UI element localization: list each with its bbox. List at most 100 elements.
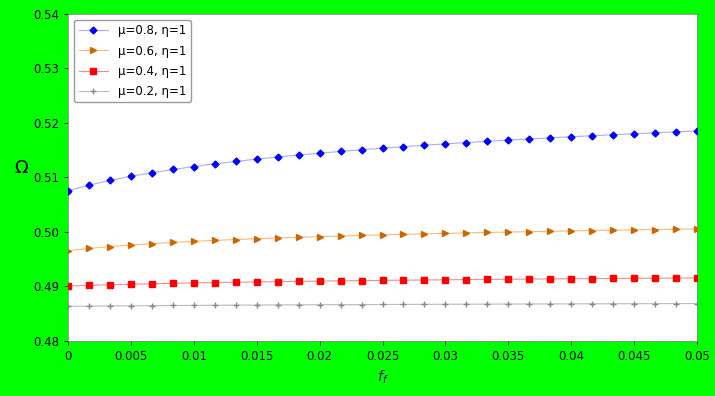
μ=0.4, η=1: [295, 279, 303, 284]
μ=0.6, η=1: [525, 229, 533, 234]
μ=0.6, η=1: [420, 232, 429, 236]
μ=0.2, η=1: [232, 303, 240, 308]
μ=0.8, η=1: [64, 188, 72, 193]
μ=0.6, η=1: [273, 236, 282, 240]
μ=0.8, η=1: [672, 129, 681, 134]
μ=0.8, η=1: [169, 167, 177, 172]
μ=0.2, η=1: [295, 303, 303, 307]
μ=0.6, η=1: [399, 232, 408, 237]
μ=0.8, η=1: [399, 144, 408, 149]
μ=0.8, η=1: [525, 137, 533, 141]
μ=0.2, η=1: [106, 304, 114, 308]
μ=0.4, η=1: [693, 276, 701, 280]
X-axis label: f$_f$: f$_f$: [377, 368, 388, 386]
μ=0.4, η=1: [567, 276, 576, 281]
μ=0.6, η=1: [378, 232, 387, 237]
μ=0.8, η=1: [693, 129, 701, 133]
μ=0.8, η=1: [315, 151, 324, 156]
μ=0.4, η=1: [106, 282, 114, 287]
μ=0.4, η=1: [462, 277, 470, 282]
μ=0.8, η=1: [630, 131, 638, 136]
μ=0.4, η=1: [358, 278, 366, 283]
μ=0.6, η=1: [546, 229, 555, 234]
μ=0.4, η=1: [651, 276, 659, 281]
μ=0.2, η=1: [358, 302, 366, 307]
μ=0.8, η=1: [358, 147, 366, 152]
μ=0.4, η=1: [252, 280, 261, 284]
μ=0.2, η=1: [504, 302, 513, 307]
μ=0.8, η=1: [441, 141, 450, 146]
μ=0.2, η=1: [399, 302, 408, 307]
μ=0.4, η=1: [147, 282, 156, 286]
μ=0.2, η=1: [252, 303, 261, 307]
Line: μ=0.4, η=1: μ=0.4, η=1: [65, 275, 700, 289]
μ=0.4, η=1: [336, 278, 345, 283]
μ=0.2, η=1: [64, 304, 72, 308]
μ=0.2, η=1: [315, 303, 324, 307]
Line: μ=0.6, η=1: μ=0.6, η=1: [64, 225, 701, 254]
μ=0.4, η=1: [609, 276, 618, 281]
μ=0.8, η=1: [609, 132, 618, 137]
μ=0.4, η=1: [546, 276, 555, 281]
μ=0.6, η=1: [672, 227, 681, 232]
μ=0.4, η=1: [525, 277, 533, 282]
μ=0.4, η=1: [127, 282, 135, 287]
Legend: μ=0.8, η=1, μ=0.6, η=1, μ=0.4, η=1, μ=0.2, η=1: μ=0.8, η=1, μ=0.6, η=1, μ=0.4, η=1, μ=0.…: [74, 20, 191, 103]
μ=0.6, η=1: [315, 234, 324, 239]
μ=0.8, η=1: [273, 154, 282, 159]
μ=0.6, η=1: [693, 227, 701, 231]
μ=0.4, η=1: [441, 278, 450, 282]
Y-axis label: Ω: Ω: [15, 159, 29, 177]
μ=0.8, η=1: [504, 138, 513, 143]
μ=0.2, η=1: [441, 302, 450, 307]
μ=0.4, η=1: [378, 278, 387, 283]
μ=0.6, η=1: [127, 243, 135, 248]
μ=0.2, η=1: [127, 303, 135, 308]
μ=0.8, η=1: [651, 130, 659, 135]
μ=0.8, η=1: [106, 178, 114, 183]
μ=0.2, η=1: [378, 302, 387, 307]
μ=0.4, η=1: [169, 281, 177, 286]
μ=0.8, η=1: [295, 152, 303, 157]
μ=0.6, η=1: [64, 248, 72, 253]
μ=0.6, η=1: [189, 239, 198, 244]
μ=0.8, η=1: [252, 157, 261, 162]
μ=0.2, η=1: [462, 302, 470, 307]
μ=0.6, η=1: [147, 241, 156, 246]
μ=0.4, η=1: [84, 283, 93, 288]
μ=0.4, η=1: [420, 278, 429, 282]
μ=0.6, η=1: [169, 240, 177, 245]
μ=0.2, η=1: [630, 301, 638, 306]
μ=0.2, η=1: [210, 303, 219, 308]
μ=0.4, η=1: [630, 276, 638, 281]
μ=0.8, η=1: [483, 139, 492, 144]
μ=0.2, η=1: [525, 302, 533, 307]
μ=0.8, η=1: [189, 164, 198, 169]
μ=0.4, η=1: [273, 279, 282, 284]
μ=0.2, η=1: [273, 303, 282, 307]
μ=0.4, η=1: [672, 276, 681, 280]
μ=0.8, η=1: [147, 170, 156, 175]
μ=0.2, η=1: [336, 302, 345, 307]
μ=0.6, η=1: [210, 238, 219, 243]
μ=0.6, η=1: [295, 235, 303, 240]
μ=0.6, η=1: [483, 230, 492, 235]
μ=0.6, η=1: [84, 246, 93, 251]
μ=0.2, η=1: [567, 301, 576, 306]
μ=0.6, η=1: [651, 227, 659, 232]
μ=0.6, η=1: [462, 230, 470, 235]
μ=0.8, η=1: [84, 183, 93, 188]
μ=0.4, η=1: [210, 280, 219, 285]
μ=0.6, η=1: [630, 227, 638, 232]
μ=0.4, η=1: [189, 281, 198, 286]
μ=0.8, η=1: [127, 174, 135, 179]
μ=0.4, η=1: [232, 280, 240, 285]
μ=0.6, η=1: [232, 237, 240, 242]
μ=0.8, η=1: [420, 143, 429, 148]
μ=0.2, η=1: [546, 302, 555, 307]
μ=0.2, η=1: [169, 303, 177, 308]
μ=0.6, η=1: [441, 231, 450, 236]
μ=0.2, η=1: [420, 302, 429, 307]
μ=0.6, η=1: [567, 228, 576, 233]
μ=0.2, η=1: [693, 301, 701, 306]
